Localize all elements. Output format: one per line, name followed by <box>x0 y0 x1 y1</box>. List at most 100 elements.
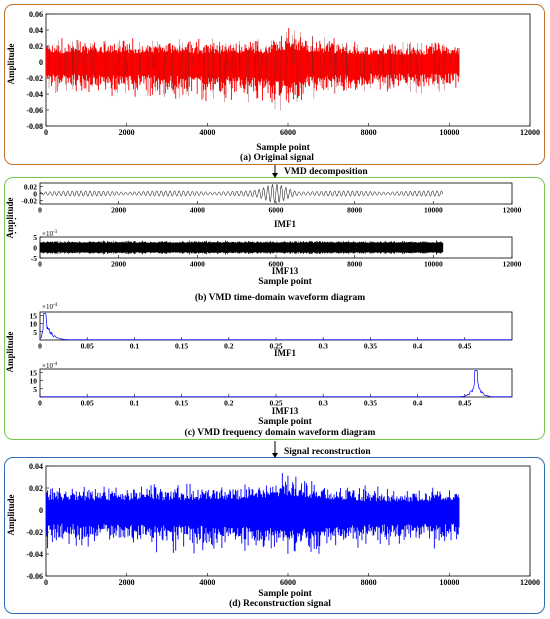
imf1-time-xtick-label: 0 <box>38 206 42 215</box>
imf13-spectrum-xtick-label: 0.35 <box>364 399 377 408</box>
imf1-spectrum-xtick-label: 0.15 <box>175 342 188 351</box>
panel-b-caption: (b) VMD time-domain waveform diagram <box>195 292 365 303</box>
panel-a-xtick-label: 8000 <box>361 128 377 137</box>
panel-b-xlabel: Sample point <box>258 277 312 287</box>
panel-a-ylabel: Amplitude <box>6 43 16 84</box>
panel-d-xtick-label: 8000 <box>361 578 377 587</box>
imf13-spectrum-xtick-label: 0.4 <box>413 399 423 408</box>
imf1-spectrum-ytick-label: 5 <box>33 328 37 337</box>
panel-a-ytick-label: 0.06 <box>29 10 43 19</box>
imf13-time-xtick-label: 12000 <box>503 260 522 269</box>
panel-a-ytick-label: -0.04 <box>26 90 43 99</box>
imf13-spectrum-xtick-label: 0.25 <box>269 399 282 408</box>
panel-d-xlabel: Sample point <box>258 589 312 599</box>
imf13-time-label: IMF13 <box>272 266 299 276</box>
imf1-spectrum-xtick-label: 0.05 <box>81 342 94 351</box>
panel-d-ylabel: Amplitude <box>6 494 16 535</box>
panel-d-xtick-label: 6000 <box>280 578 296 587</box>
decomposition-arrow <box>272 165 278 178</box>
imf1-time-ytick-label: -0.02 <box>21 197 37 206</box>
imf1-spectrum-xtick-label: 0.4 <box>413 342 423 351</box>
panel-d-xtick-label: 2000 <box>119 578 135 587</box>
panel-b-dots-3: · <box>14 228 17 238</box>
reconstruction-signal-line <box>46 473 460 554</box>
imf1-time-ytick-label: 0 <box>33 190 37 199</box>
panel-d-ytick-label: -0.06 <box>26 572 43 581</box>
imf1-spectrum-ytick-label: 10 <box>30 320 38 329</box>
panel-a-xtick-label: 4000 <box>199 128 215 137</box>
imf1-spectrum-xtick-label: 0.25 <box>269 342 282 351</box>
panel-d-xtick-label: 4000 <box>199 578 215 587</box>
panel-d-caption: (d) Reconstruction signal <box>229 598 331 609</box>
panel-a-ytick-label: -0.08 <box>26 122 43 131</box>
panel-b-dots-2: · <box>14 221 17 231</box>
imf1-spectrum-line <box>39 313 512 341</box>
arrow-label-decomposition: VMD decomposition <box>284 167 368 177</box>
panel-a-ytick-label: -0.06 <box>26 106 43 115</box>
panel-vmd-decomposition-frame <box>4 177 545 440</box>
imf13-spectrum-xtick-label: 0.3 <box>319 399 329 408</box>
panel-c-ylabel: Amplitude <box>5 331 15 372</box>
imf1-spectrum-label: IMF1 <box>274 348 296 358</box>
imf13-time-ytick-label: 0 <box>33 244 37 253</box>
imf13-spectrum-ytick-label: 5 <box>33 385 37 394</box>
imf13-time-xtick-label: 6000 <box>269 260 284 269</box>
imf13-time-axes: 0 2000 4000 6000 8000 10000 12000 5 0-5 <box>31 233 522 269</box>
panel-a-xtick-label: 2000 <box>119 128 135 137</box>
imf13-spectrum-xtick-label: 0.45 <box>458 399 471 408</box>
imf13-time-xtick-label: 10000 <box>424 260 443 269</box>
plot-layer: 0 2000 4000 6000 8000 10000 12000-0.08-0.06-0.… <box>21 10 540 587</box>
panel-a-ytick-label: 0.02 <box>29 42 43 51</box>
imf1-spectrum-xtick-label: 0.3 <box>319 342 329 351</box>
imf1-time-xtick-label: 12000 <box>503 206 522 215</box>
imf1-spectrum-xtick-label: 0.45 <box>458 342 471 351</box>
imf1-time-xtick-label: 2000 <box>111 206 126 215</box>
original-signal-line <box>46 27 460 103</box>
imf1-time-label: IMF1 <box>274 219 296 229</box>
imf13-spectrum-plot-area <box>39 368 513 398</box>
panel-d-ytick-label: 0.04 <box>29 462 43 471</box>
imf1-spectrum-ytick-label: 15 <box>30 311 38 320</box>
imf13-spectrum-ytick-label: 15 <box>30 368 38 377</box>
imf13-spectrum-xtick-label: 0.15 <box>175 399 188 408</box>
imf13-time-ytick-label: 5 <box>33 233 37 242</box>
panel-a-xtick-label: 0 <box>44 128 48 137</box>
imf1-time-xtick-label: 10000 <box>424 206 443 215</box>
panel-d-ytick-label: 0 <box>39 506 43 515</box>
text-layer: Amplitude Sample point (a) Original sign… <box>5 43 376 609</box>
imf13-spectrum-label: IMF13 <box>272 406 299 416</box>
reconstruction-signal-series <box>46 473 460 554</box>
original-signal-series <box>46 27 460 111</box>
panel-d-ytick-label: -0.02 <box>26 528 43 537</box>
panel-a-ytick-label: 0.04 <box>29 26 43 35</box>
imf13-time-line <box>39 240 444 255</box>
imf13-spectrum-multiplier: ×10-4 <box>42 362 58 370</box>
imf1-time-xtick-label: 6000 <box>269 206 284 215</box>
panel-d-ytick-label: -0.04 <box>26 550 43 559</box>
imf13-time-xtick-label: 2000 <box>111 260 126 269</box>
imf1-time-line <box>39 183 444 204</box>
imf1-spectrum-xtick-label: 0.1 <box>130 342 140 351</box>
imf1-time-xtick-label: 4000 <box>190 206 205 215</box>
panel-a-caption: (a) Original signal <box>240 152 314 163</box>
imf13-spectrum-line <box>40 370 512 398</box>
imf1-time-xtick-label: 8000 <box>347 206 362 215</box>
imf1-spectrum-xtick-label: 0.35 <box>364 342 377 351</box>
imf13-time-xtick-label: 4000 <box>190 260 205 269</box>
panel-b-dots-1: · <box>14 214 17 224</box>
imf13-time-xtick-label: 8000 <box>347 260 362 269</box>
panel-c-xlabel: Sample point <box>258 417 312 427</box>
imf1-time-ytick-label: 0.02 <box>24 183 37 192</box>
panel-a-ytick-label: 0 <box>39 58 43 67</box>
panel-b-ylabel: Amplitude <box>5 197 15 238</box>
imf13-spectrum-xtick-label: 0 <box>38 399 42 408</box>
panel-a-ytick-label: -0.02 <box>26 74 43 83</box>
imf1-spectrum-multiplier: ×10-4 <box>42 303 58 311</box>
panel-a-xtick-label: 12000 <box>520 128 540 137</box>
panel-d-xtick-label: 10000 <box>439 578 459 587</box>
panel-c-caption: (c) VMD frequency domain waveform diagra… <box>185 427 376 438</box>
